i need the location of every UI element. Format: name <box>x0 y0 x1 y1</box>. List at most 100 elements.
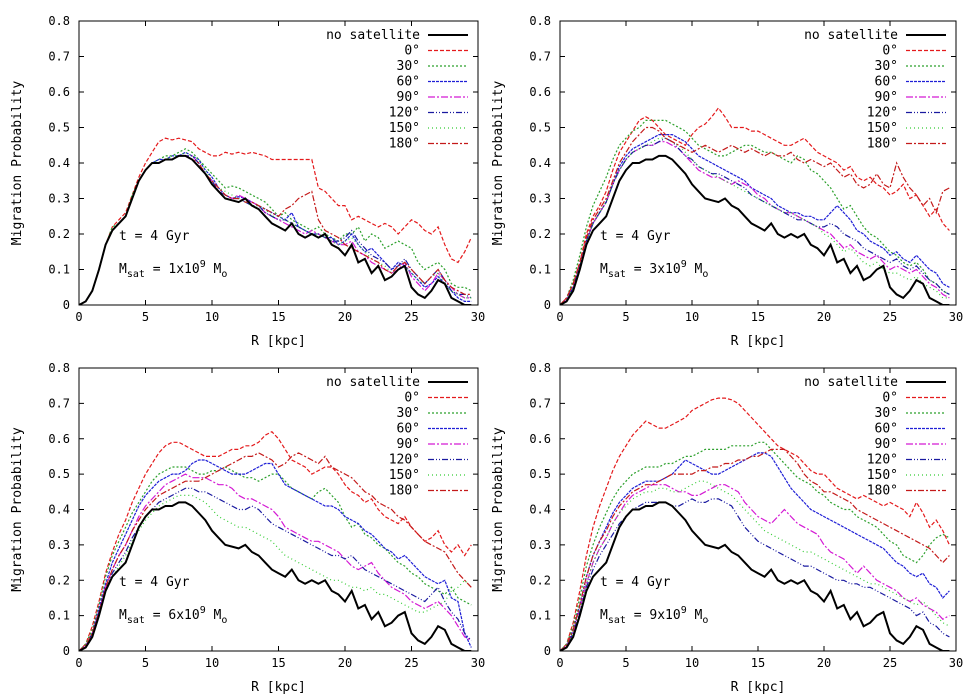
y-tick-label: 0.4 <box>48 156 70 170</box>
y-axis-label: Migration Probability <box>491 81 506 246</box>
y-tick-label: 0.4 <box>529 156 551 170</box>
x-tick-label: 5 <box>622 310 629 324</box>
series-line-0 <box>79 154 472 305</box>
y-tick-label: 0.5 <box>48 121 70 135</box>
y-tick-label: 0.8 <box>48 14 70 28</box>
series-line-7 <box>560 448 950 651</box>
y-tick-label: 0.3 <box>48 538 70 552</box>
x-tick-label: 10 <box>685 310 699 324</box>
series-line-2 <box>560 441 950 651</box>
legend-label: 0° <box>882 391 898 406</box>
legend-label: 150° <box>389 468 420 483</box>
y-tick-label: 0 <box>544 644 551 658</box>
chart-panel-1: 0 5 10 15 20 25 30 0 0.1 0.2 0.3 0.4 0.5 0.6 0.7 0.8 R [… <box>10 14 485 349</box>
series-line-2 <box>79 148 472 305</box>
chart-panel-2: 0 5 10 15 20 25 30 0 0.1 0.2 0.3 0.4 0.5 0.6 0.7 0.8 R [… <box>491 14 963 349</box>
legend-label: 150° <box>867 468 898 483</box>
x-axis-label: R [kpc] <box>251 334 306 349</box>
series-line-4 <box>79 155 472 305</box>
legend-label: 150° <box>867 121 898 136</box>
legend-label: 150° <box>389 121 420 136</box>
legend-label: no satellite <box>326 28 420 43</box>
x-tick-label: 5 <box>142 656 149 670</box>
series-line-2 <box>79 466 472 651</box>
x-tick-label: 15 <box>751 656 765 670</box>
y-tick-label: 0.2 <box>48 573 70 587</box>
x-tick-label: 25 <box>883 656 897 670</box>
legend-label: 90° <box>875 90 898 105</box>
legend-label: 180° <box>389 137 420 152</box>
series-line-3 <box>79 459 472 651</box>
y-tick-label: 0.7 <box>48 50 70 64</box>
y-tick-label: 0 <box>544 298 551 312</box>
legend-label: 30° <box>875 406 898 421</box>
y-tick-label: 0.7 <box>529 50 551 64</box>
y-tick-label: 0.8 <box>48 361 70 375</box>
legend-label: 30° <box>875 59 898 74</box>
legend-label: 120° <box>389 106 420 121</box>
y-tick-label: 0.4 <box>48 503 70 517</box>
series-line-3 <box>79 151 472 305</box>
y-tick-label: 0.3 <box>529 192 551 206</box>
series-line-3 <box>560 452 950 651</box>
series-line-4 <box>79 473 472 651</box>
annotation-time: t = 4 Gyr <box>119 575 190 590</box>
y-tick-label: 0.5 <box>529 121 551 135</box>
x-tick-label: 5 <box>142 310 149 324</box>
y-tick-label: 0 <box>63 644 70 658</box>
series-line-3 <box>560 134 950 305</box>
x-tick-label: 20 <box>817 310 831 324</box>
legend-label: 60° <box>397 75 420 90</box>
legend-label: 0° <box>404 391 420 406</box>
legend-label: no satellite <box>804 28 898 43</box>
annotation-mass: Msat = 1x109 Mo <box>119 259 227 280</box>
legend-label: 90° <box>397 437 420 452</box>
legend-label: 120° <box>867 106 898 121</box>
legend-label: 90° <box>397 90 420 105</box>
series-line-4 <box>560 141 950 305</box>
y-tick-label: 0.6 <box>529 85 551 99</box>
series-line-7 <box>79 452 472 651</box>
series-line-1 <box>560 107 950 305</box>
x-axis-label: R [kpc] <box>731 680 786 695</box>
x-tick-label: 10 <box>205 310 219 324</box>
y-tick-label: 0.2 <box>48 227 70 241</box>
x-tick-label: 30 <box>471 656 485 670</box>
x-tick-label: 0 <box>75 310 82 324</box>
annotation-mass: Msat = 6x109 Mo <box>119 605 227 626</box>
x-tick-label: 20 <box>817 656 831 670</box>
chart-panel-3: 0 5 10 15 20 25 30 0 0.1 0.2 0.3 0.4 0.5 0.6 0.7 0.8 R [… <box>10 361 485 695</box>
x-axis-label: R [kpc] <box>731 334 786 349</box>
series-line-7 <box>79 155 472 305</box>
x-tick-label: 15 <box>271 656 285 670</box>
series-line-7 <box>560 126 950 305</box>
x-tick-label: 30 <box>471 310 485 324</box>
x-tick-label: 5 <box>622 656 629 670</box>
legend-label: 60° <box>875 75 898 90</box>
series-line-0 <box>560 501 950 651</box>
x-tick-label: 20 <box>338 310 352 324</box>
series-line-1 <box>560 397 950 651</box>
series-line-5 <box>560 137 950 305</box>
y-axis-label: Migration Probability <box>10 81 25 246</box>
x-axis-label: R [kpc] <box>251 680 306 695</box>
series-line-6 <box>560 480 950 651</box>
legend-label: 0° <box>404 44 420 59</box>
y-tick-label: 0.5 <box>48 467 70 481</box>
series-line-0 <box>79 501 472 651</box>
series-line-1 <box>79 430 472 651</box>
legend-label: no satellite <box>326 375 420 390</box>
y-tick-label: 0.6 <box>48 85 70 99</box>
x-tick-label: 30 <box>949 656 963 670</box>
y-tick-label: 0.5 <box>529 467 551 481</box>
series-line-5 <box>79 487 472 651</box>
y-tick-label: 0.1 <box>48 609 70 623</box>
legend-label: 30° <box>397 59 420 74</box>
x-tick-label: 20 <box>338 656 352 670</box>
x-tick-label: 15 <box>751 310 765 324</box>
y-tick-label: 0.6 <box>529 432 551 446</box>
legend-label: 90° <box>875 437 898 452</box>
legend-label: 30° <box>397 406 420 421</box>
annotation-mass: Msat = 3x109 Mo <box>600 259 708 280</box>
